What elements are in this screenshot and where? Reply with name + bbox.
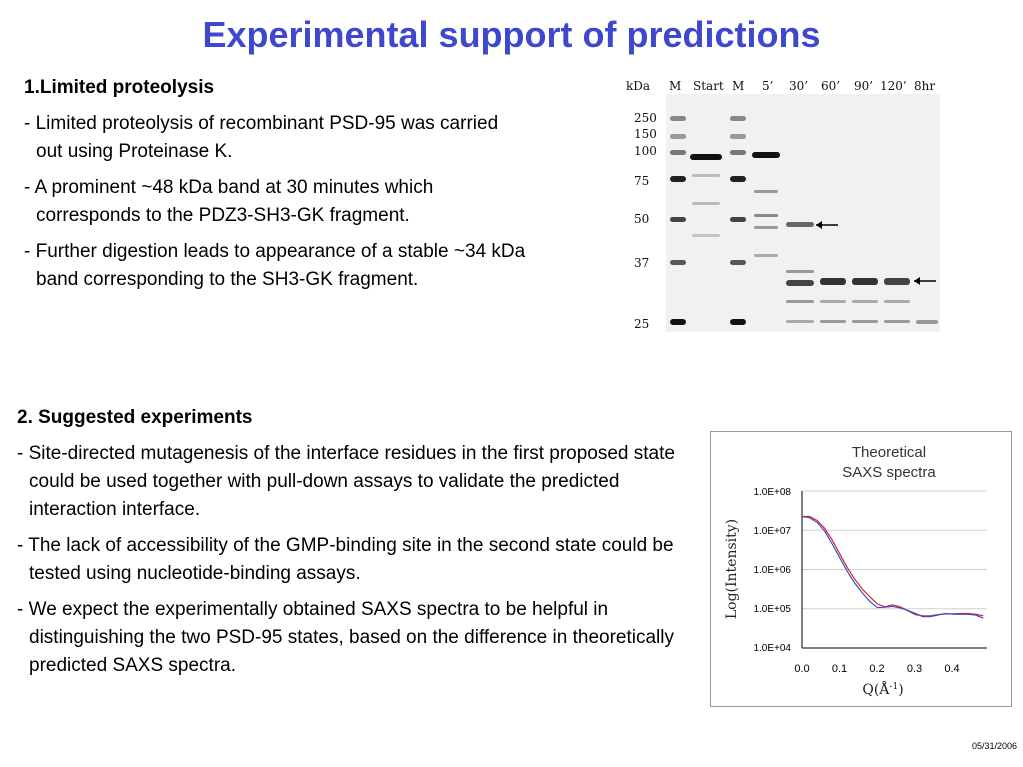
gel-lane-label: 5’ [762, 79, 774, 93]
proteolysis-bullet: - Limited proteolysis of recombinant PSD… [24, 113, 499, 162]
chart-title-line1: Theoretical [852, 444, 926, 461]
y-tick-label: 1.0E+04 [753, 643, 791, 654]
gel-lane-label: 8hr [914, 79, 936, 93]
x-tick-label: 0.0 [794, 663, 809, 675]
x-tick-label: 0.2 [869, 663, 884, 675]
gel-lane-label: 120’ [880, 79, 907, 93]
saxs-plot-svg: Theoretical SAXS spectra 1.0E+08 1.0E+07… [724, 444, 987, 698]
proteolysis-gel-image: kDa M Start M 5’ 30’ 60’ 90’ 120’ 8hr 25… [620, 76, 940, 334]
gel-marker-label: 37 [634, 256, 650, 270]
gel-marker-label: 75 [634, 174, 650, 188]
y-tick-label: 1.0E+07 [753, 526, 791, 537]
y-axis-label: Log(Intensity) [724, 519, 740, 619]
saxs-series-line [802, 515, 984, 617]
y-tick-label: 1.0E+08 [753, 487, 791, 498]
x-axis-label: Q(Å-1) [862, 680, 903, 698]
x-tick-label: 0.3 [907, 663, 922, 675]
gel-lane-label: Start [693, 79, 724, 93]
experiments-heading: 2. Suggested experiments [17, 407, 253, 428]
x-tick-label: 0.1 [832, 663, 847, 675]
gel-lane-label: 60’ [821, 79, 841, 93]
y-tick-label: 1.0E+06 [753, 565, 791, 576]
slide-date: 05/31/2006 [971, 741, 1017, 751]
gel-body [666, 94, 940, 332]
gel-unit-label: kDa [626, 79, 651, 93]
gel-marker-label: 100 [634, 144, 657, 158]
experiments-section: 2. Suggested experiments - Site-directed… [17, 404, 677, 688]
slide-title: Experimental support of predictions [202, 14, 821, 55]
gel-lane-label: 30’ [789, 79, 809, 93]
gel-marker-label: 50 [634, 212, 650, 226]
y-tick-label: 1.0E+05 [753, 604, 791, 615]
gel-lane-label: M [669, 79, 682, 93]
gel-arrows [816, 221, 936, 285]
proteolysis-section: 1.Limited proteolysis - Limited proteoly… [24, 74, 529, 302]
x-tick-label: 0.4 [944, 663, 959, 675]
gel-marker-label: 25 [634, 317, 650, 331]
chart-title-line2: SAXS spectra [842, 464, 936, 481]
saxs-chart: Theoretical SAXS spectra 1.0E+08 1.0E+07… [710, 431, 1012, 707]
saxs-series-line [801, 515, 984, 619]
gel-lane-label: 90’ [854, 79, 874, 93]
proteolysis-heading: 1.Limited proteolysis [24, 77, 215, 98]
experiments-bullet: - The lack of accessibility of the GMP-b… [17, 535, 674, 584]
proteolysis-bullet: - A prominent ~48 kDa band at 30 minutes… [24, 177, 434, 226]
experiments-bullet: - Site-directed mutagenesis of the inter… [17, 443, 675, 520]
proteolysis-bullet: - Further digestion leads to appearance … [24, 241, 526, 290]
gel-marker-label: 150 [634, 127, 657, 141]
gel-lane-label: M [732, 79, 745, 93]
gel-marker-label: 250 [634, 111, 657, 125]
experiments-bullet: - We expect the experimentally obtained … [17, 599, 674, 676]
